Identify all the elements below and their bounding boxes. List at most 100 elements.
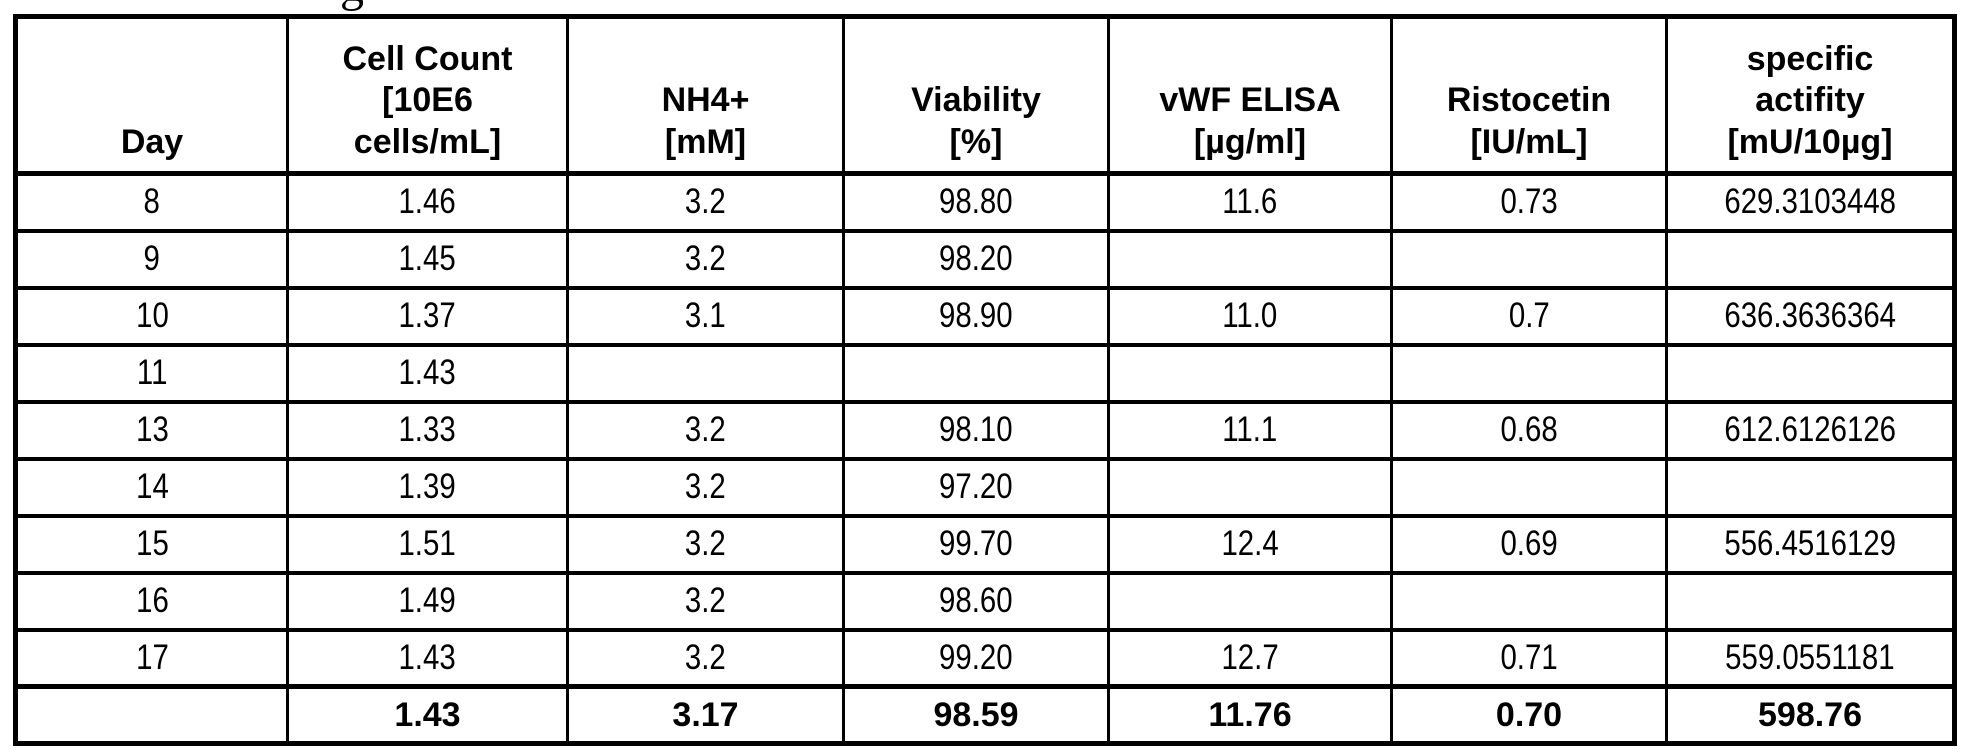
cell-value: 3.2 [685,637,726,677]
cell-specific-activity: 598.76 [1665,684,1956,746]
cell-specific-activity: 556.4516129 [1665,513,1956,575]
cell-viability: 98.90 [842,285,1110,347]
cell-specific-activity [1665,342,1956,404]
cell-vwf-elisa: 11.6 [1107,171,1393,233]
cell-viability: 99.70 [842,513,1110,575]
cell-value: 598.76 [1758,696,1862,734]
cell-day: 11 [14,342,289,404]
cell-value: 98.59 [933,696,1019,734]
cell-ristocetin: 0.73 [1390,171,1668,233]
cell-viability: 98.20 [842,228,1110,290]
cell-value: 10 [135,296,169,335]
cell-vwf-elisa: 12.4 [1107,513,1393,575]
cell-value: 14 [135,467,169,506]
cell-ristocetin: 0.68 [1390,399,1668,461]
cell-value: 11 [136,353,168,392]
cell-nh4: 3.2 [566,627,845,689]
cell-value: 97.20 [939,467,1013,506]
cell-value: 0.70 [1495,696,1563,734]
cell-specific-activity: 629.3103448 [1665,171,1956,233]
cell-value: 1.49 [398,581,457,620]
cell-value: 98.60 [939,581,1013,620]
clipped-letter-descender: g [340,0,410,10]
cell-day [14,684,289,746]
cell-value: 98.10 [939,410,1013,449]
cell-value: 0.7 [1508,296,1550,335]
cell-nh4: 3.2 [566,399,845,461]
table-row-day-15: 15 1.51 3.2 99.70 12.4 0.69 556.4516129 [14,513,1956,575]
cell-value: 8 [143,182,161,222]
cell-value: 99.70 [939,524,1013,563]
cell-value: 98.90 [939,296,1013,335]
table-row-day-13: 13 1.33 3.2 98.10 11.1 0.68 612.6126126 [14,399,1956,461]
cell-cell-count: 1.33 [286,399,569,461]
cell-vwf-elisa: 11.76 [1107,684,1393,746]
cell-value: 3.17 [672,696,739,734]
cell-value: 11.0 [1222,296,1278,335]
cell-viability: 97.20 [842,456,1110,518]
cell-cell-count: 1.43 [286,627,569,689]
column-header-specific-activity: specific actifity [mU/10µg] [1665,14,1956,176]
cell-ristocetin [1390,228,1668,290]
cell-day: 8 [14,171,289,233]
table-row-day-9: 9 1.45 3.2 98.20 [14,228,1956,290]
cell-viability: 98.59 [842,684,1110,746]
cell-value: 3.2 [685,524,726,563]
cell-ristocetin: 0.71 [1390,627,1668,689]
cell-cell-count: 1.37 [286,285,569,347]
table-row-day-16: 16 1.49 3.2 98.60 [14,570,1956,632]
cell-cell-count: 1.43 [286,684,569,746]
cell-value: 3.2 [685,182,726,222]
cell-vwf-elisa: 11.1 [1107,399,1393,461]
cell-nh4: 3.2 [566,513,845,575]
cell-value: 13 [135,410,169,449]
cell-ristocetin: 0.69 [1390,513,1668,575]
cell-value: 98.20 [939,239,1013,278]
cell-nh4: 3.2 [566,228,845,290]
cell-value: 559.0551181 [1725,637,1895,677]
cell-nh4: 3.2 [566,570,845,632]
cell-day: 15 [14,513,289,575]
header-row: Day Cell Count [10E6 cells/mL] NH4+ [mM]… [14,14,1956,176]
cell-ristocetin: 0.70 [1390,684,1668,746]
cell-value: 1.43 [394,696,461,734]
cell-viability [842,342,1110,404]
cell-value: 1.43 [398,637,457,677]
clipped-text-above-table: g [340,0,410,14]
table-body: 8 1.46 3.2 98.80 11.6 0.73 629.3103448 9… [14,171,1956,746]
cell-specific-activity: 636.3636364 [1665,285,1956,347]
cell-nh4: 3.1 [566,285,845,347]
column-header-day: Day [14,14,289,176]
cell-value: 17 [135,637,169,677]
cell-cell-count: 1.49 [286,570,569,632]
cell-vwf-elisa [1107,342,1393,404]
cell-cell-count: 1.45 [286,228,569,290]
column-header-ristocetin: Ristocetin [IU/mL] [1390,14,1668,176]
cell-day: 17 [14,627,289,689]
cell-day: 14 [14,456,289,518]
cell-ristocetin [1390,456,1668,518]
cell-cell-count: 1.46 [286,171,569,233]
cell-value: 12.7 [1221,637,1279,677]
table-row-day-8: 8 1.46 3.2 98.80 11.6 0.73 629.3103448 [14,171,1956,233]
cell-vwf-elisa [1107,228,1393,290]
cell-ristocetin [1390,342,1668,404]
cell-value: 3.1 [685,296,726,335]
cell-value: 15 [135,524,169,563]
cell-vwf-elisa [1107,456,1393,518]
cell-value: 12.4 [1221,524,1279,563]
cell-value: 99.20 [939,637,1013,677]
cell-day: 10 [14,285,289,347]
cell-value: 0.69 [1500,524,1558,563]
cell-value: 3.2 [685,467,726,506]
cell-specific-activity: 559.0551181 [1665,627,1956,689]
cell-day: 16 [14,570,289,632]
cell-value: 1.51 [398,524,457,563]
cell-day: 13 [14,399,289,461]
cell-value: 11.1 [1222,410,1278,449]
column-header-vwf-elisa: vWF ELISA [µg/ml] [1107,14,1393,176]
cell-value: 9 [143,239,161,278]
cell-value: 629.3103448 [1724,182,1896,222]
cell-vwf-elisa: 12.7 [1107,627,1393,689]
cell-day: 9 [14,228,289,290]
